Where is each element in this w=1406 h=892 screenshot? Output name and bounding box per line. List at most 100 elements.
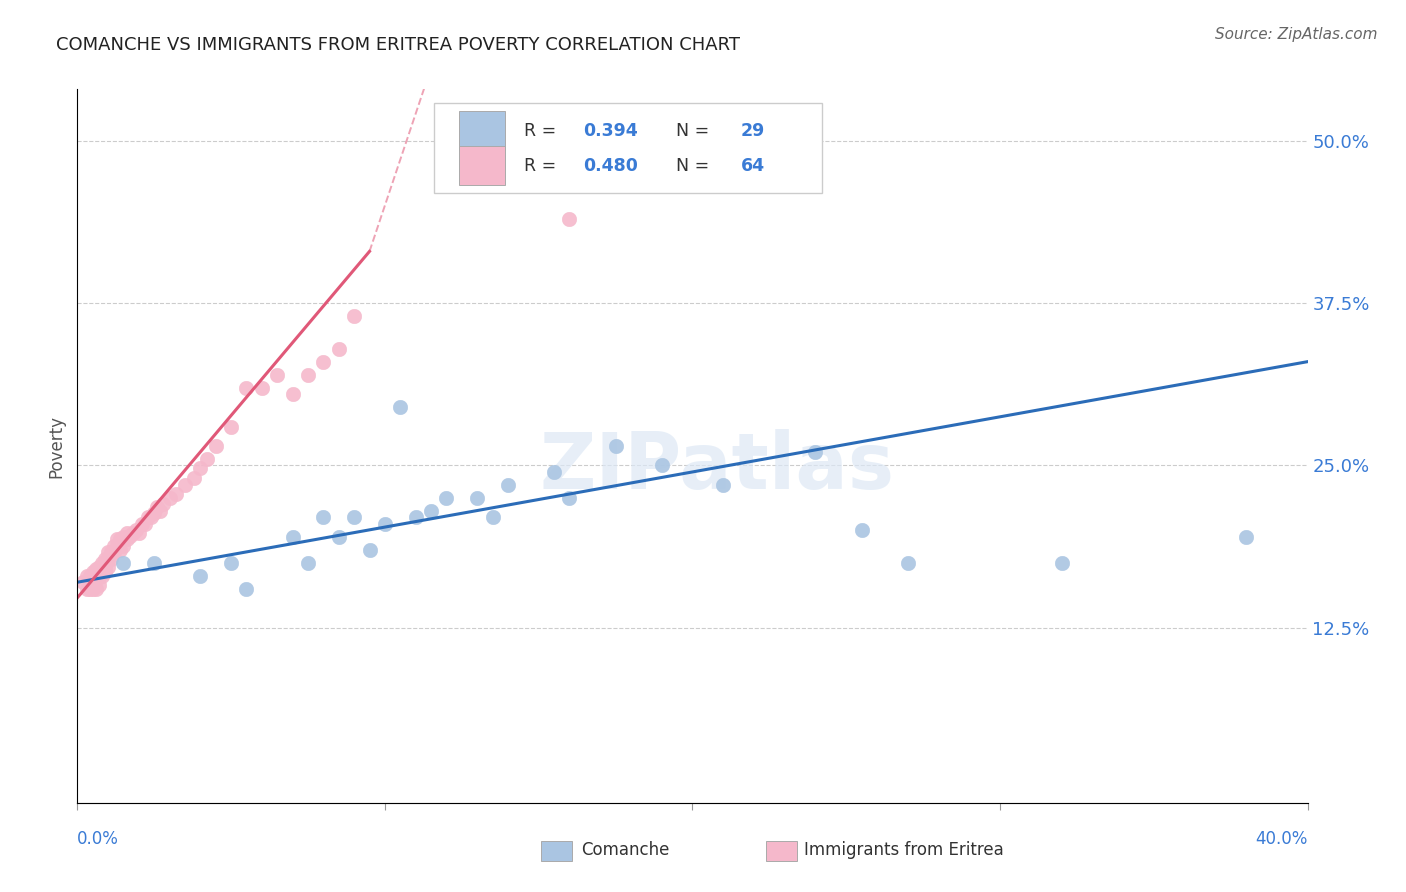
Text: N =: N = — [665, 157, 716, 175]
Point — [389, 400, 412, 414]
Point — [105, 533, 128, 547]
Point — [115, 533, 138, 547]
Point — [204, 439, 226, 453]
Point — [112, 556, 135, 570]
Point — [134, 516, 156, 531]
Point — [115, 525, 138, 540]
Text: 29: 29 — [741, 121, 765, 139]
Point — [281, 387, 304, 401]
Point — [359, 542, 381, 557]
Point — [250, 381, 273, 395]
Point — [82, 575, 104, 590]
Point — [146, 500, 169, 514]
Point — [174, 478, 197, 492]
Text: R =: R = — [524, 157, 561, 175]
Point — [328, 530, 350, 544]
Point — [131, 516, 153, 531]
Point — [605, 439, 627, 453]
Point — [72, 575, 94, 590]
Text: ZIPatlas: ZIPatlas — [540, 429, 894, 506]
Point — [149, 504, 172, 518]
Point — [82, 565, 104, 579]
Point — [436, 491, 458, 505]
Text: COMANCHE VS IMMIGRANTS FROM ERITREA POVERTY CORRELATION CHART: COMANCHE VS IMMIGRANTS FROM ERITREA POVE… — [56, 36, 740, 54]
Point — [94, 552, 117, 566]
Point — [405, 510, 427, 524]
Text: Immigrants from Eritrea: Immigrants from Eritrea — [804, 841, 1004, 859]
Text: N =: N = — [665, 121, 716, 139]
Point — [183, 471, 205, 485]
Point — [851, 524, 873, 538]
Point — [897, 556, 920, 570]
Point — [121, 525, 143, 540]
Point — [543, 465, 565, 479]
Point — [235, 582, 257, 596]
Point — [79, 582, 101, 596]
Point — [266, 368, 288, 382]
Point — [651, 458, 673, 473]
Point — [143, 556, 166, 570]
Point — [219, 419, 242, 434]
Point — [105, 539, 128, 553]
Point — [328, 342, 350, 356]
Point — [152, 497, 174, 511]
Point — [84, 562, 107, 576]
Point — [136, 510, 159, 524]
Point — [165, 487, 187, 501]
Point — [1050, 556, 1073, 570]
Text: 64: 64 — [741, 157, 765, 175]
Point — [79, 568, 101, 582]
Point — [87, 578, 110, 592]
Point — [76, 568, 98, 582]
Point — [1234, 530, 1257, 544]
Point — [84, 573, 107, 587]
Point — [496, 478, 519, 492]
Point — [343, 310, 366, 324]
Point — [465, 491, 488, 505]
Text: 0.394: 0.394 — [583, 121, 638, 139]
Point — [188, 568, 212, 582]
Point — [159, 491, 181, 505]
Point — [94, 565, 117, 579]
Point — [235, 381, 257, 395]
Point — [804, 445, 827, 459]
Point — [297, 556, 319, 570]
Text: 0.0%: 0.0% — [77, 830, 120, 847]
Point — [112, 530, 135, 544]
Point — [118, 528, 141, 542]
Point — [90, 562, 114, 576]
Point — [312, 510, 335, 524]
Text: 0.480: 0.480 — [583, 157, 638, 175]
Point — [82, 582, 104, 596]
Point — [103, 545, 125, 559]
Point — [219, 556, 242, 570]
Point — [420, 504, 443, 518]
Point — [97, 559, 120, 574]
Point — [94, 559, 117, 574]
Point — [87, 559, 110, 574]
Point — [90, 568, 114, 582]
Point — [481, 510, 503, 524]
Y-axis label: Poverty: Poverty — [48, 415, 66, 477]
Point — [97, 545, 120, 559]
FancyBboxPatch shape — [458, 111, 506, 150]
Point — [125, 524, 148, 538]
Point — [312, 354, 335, 368]
Point — [374, 516, 396, 531]
Point — [76, 582, 98, 596]
Point — [343, 510, 366, 524]
Text: Source: ZipAtlas.com: Source: ZipAtlas.com — [1215, 27, 1378, 42]
Text: Comanche: Comanche — [581, 841, 669, 859]
Point — [100, 545, 122, 559]
FancyBboxPatch shape — [458, 146, 506, 186]
Point — [558, 491, 581, 505]
Point — [195, 452, 218, 467]
Point — [110, 542, 132, 557]
Point — [103, 539, 125, 553]
Point — [297, 368, 319, 382]
Point — [97, 552, 120, 566]
Text: 40.0%: 40.0% — [1256, 830, 1308, 847]
Point — [143, 507, 166, 521]
Text: R =: R = — [524, 121, 561, 139]
Point — [558, 211, 581, 226]
